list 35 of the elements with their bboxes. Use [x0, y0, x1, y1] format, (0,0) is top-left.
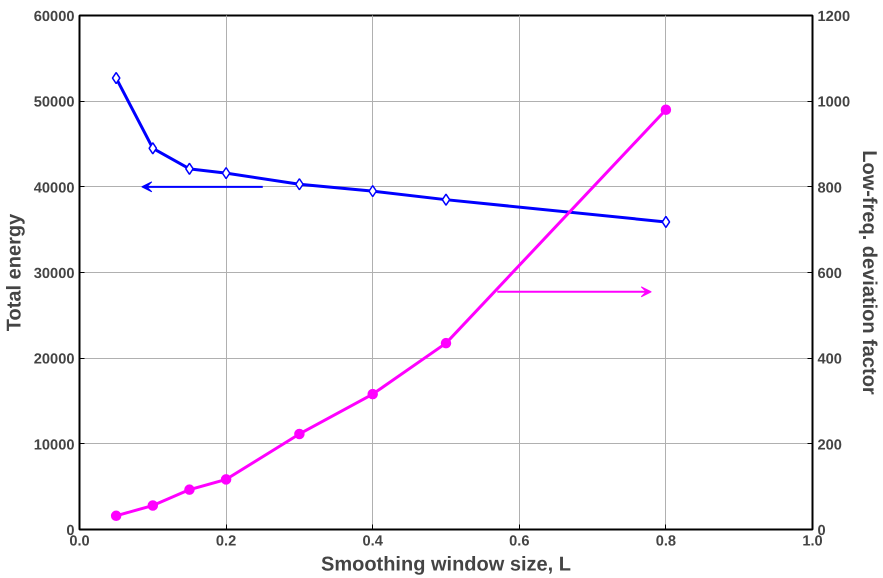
- point: [184, 484, 195, 495]
- y2-tick-label: 200: [818, 437, 842, 454]
- x-tick-label: 1.0: [802, 534, 823, 550]
- point: [110, 510, 122, 522]
- y-tick-label: 30000: [34, 266, 75, 282]
- y2-tick-label: 800: [818, 180, 842, 196]
- point: [440, 338, 452, 348]
- y-tick-label: 60000: [34, 9, 75, 25]
- point: [294, 428, 305, 440]
- point: [294, 178, 304, 191]
- y-tick-label: 20000: [34, 352, 75, 368]
- x-tick-label: 0.4: [362, 534, 384, 550]
- y2-tick-label: 600: [818, 266, 842, 282]
- y2-tick-label: 1000: [818, 94, 850, 111]
- y-tick-label: 40000: [34, 180, 75, 196]
- point: [368, 184, 378, 198]
- x-tick-label: 0.2: [216, 534, 236, 550]
- y2-tick-label: 1200: [818, 9, 850, 25]
- x-tick-label: 0.8: [656, 534, 676, 550]
- point: [148, 500, 158, 511]
- x-tick-label: 0.0: [69, 534, 90, 550]
- point: [112, 72, 121, 84]
- point: [367, 388, 378, 400]
- y-axis-title: Total energy: [4, 212, 26, 332]
- point: [661, 216, 670, 228]
- point: [220, 474, 232, 485]
- x-tick-label: 0.6: [509, 534, 530, 550]
- point: [660, 104, 672, 115]
- y-tick-label: 10000: [34, 437, 75, 454]
- point: [222, 166, 231, 180]
- y2-tick-label: 400: [818, 352, 842, 368]
- y2-axis-title: Low-freq. deviation factor: [858, 150, 880, 395]
- point: [148, 142, 158, 155]
- x-axis-title: Smoothing window size, L: [321, 554, 572, 576]
- y-tick-label: 50000: [34, 94, 75, 111]
